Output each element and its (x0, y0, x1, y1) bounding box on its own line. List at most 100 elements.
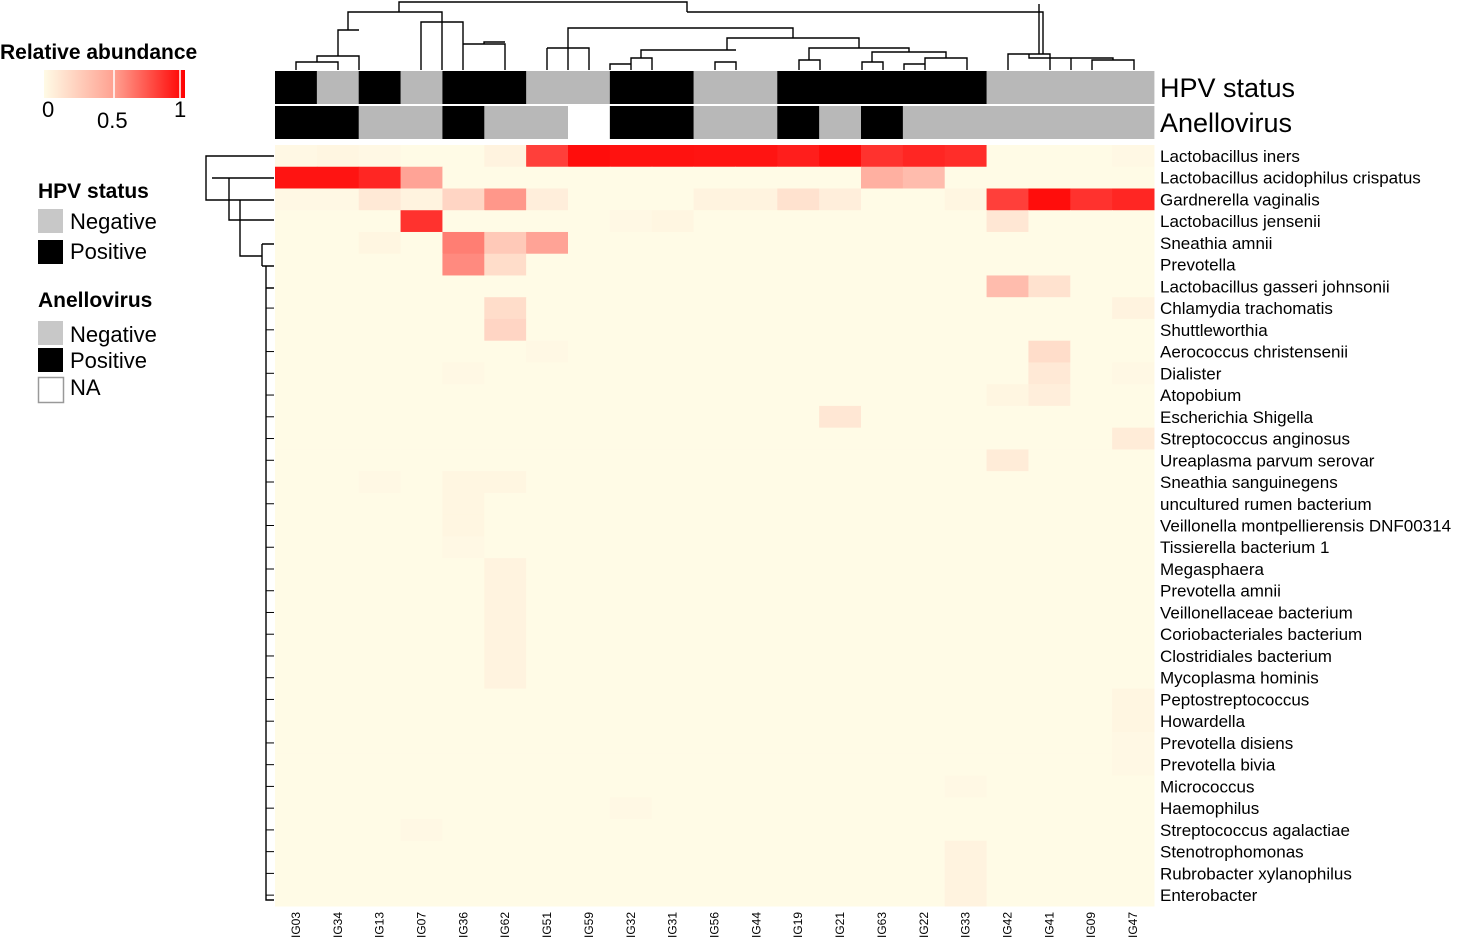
heatmap-cell (609, 579, 653, 603)
heatmap-cell (609, 384, 653, 407)
heatmap-cell (819, 753, 862, 777)
heatmap-cell (358, 253, 402, 276)
heatmap-cell (484, 797, 527, 820)
heatmap-cell (693, 449, 736, 472)
heatmap-cell (609, 427, 653, 450)
heatmap-cell (1028, 166, 1071, 189)
heatmap-cell (1112, 384, 1155, 407)
heatmap-cell (1070, 188, 1113, 211)
heatmap-cell (400, 666, 443, 690)
heatmap-cell (735, 384, 778, 407)
heatmap-cell (819, 405, 862, 429)
heatmap-cell (609, 688, 653, 711)
heatmap-cell (358, 645, 402, 668)
heatmap-cell (484, 427, 527, 450)
heatmap-cell (861, 558, 904, 581)
heatmap-cell (651, 384, 695, 407)
heatmap-cell (484, 601, 527, 624)
heatmap-cell (651, 340, 695, 363)
heatmap-cell (609, 231, 653, 255)
heatmap-cell (777, 231, 820, 255)
heatmap-cell (400, 601, 443, 624)
column-label: IG22 (917, 912, 931, 938)
heatmap-cell (819, 492, 862, 516)
heatmap-cell (275, 688, 318, 711)
heatmap-cell (986, 775, 1029, 798)
heatmap-cell (944, 623, 988, 646)
heatmap-cell (568, 362, 611, 385)
heatmap-cell (609, 297, 653, 320)
heatmap-cell (442, 449, 485, 472)
heatmap-cell (526, 579, 569, 603)
heatmap-cell (316, 514, 360, 537)
hpv-status-cell (316, 71, 360, 104)
heatmap-cell (693, 819, 736, 842)
heatmap-cell (442, 666, 485, 690)
heatmap-cell (944, 884, 988, 907)
heatmap-cell (400, 558, 443, 581)
heatmap-cell (1112, 514, 1155, 537)
heatmap-cell (735, 536, 778, 559)
heatmap-cell (526, 362, 569, 385)
heatmap-cell (568, 884, 611, 907)
heatmap-cell (358, 623, 402, 646)
heatmap-cell (358, 601, 402, 624)
heatmap-cell (819, 623, 862, 646)
heatmap-cell (819, 819, 862, 842)
hpv-status-cell (986, 71, 1029, 104)
heatmap-cell (1112, 188, 1155, 211)
heatmap-cell (316, 710, 360, 733)
heatmap-cell (902, 318, 946, 342)
heatmap-cell (275, 449, 318, 472)
heatmap-cell (316, 840, 360, 864)
column-label: IG44 (749, 912, 763, 938)
heatmap-cell (442, 884, 485, 907)
heatmap-cell (944, 797, 988, 820)
heatmap-cell (526, 471, 569, 494)
hpv-status-cell (902, 71, 946, 104)
column-label: IG56 (708, 912, 722, 938)
anellovirus-legend-na-label: NA (70, 375, 101, 400)
heatmap-cell (609, 405, 653, 429)
heatmap-cell (902, 775, 946, 798)
heatmap-cell (1070, 884, 1113, 907)
heatmap-cell (442, 210, 485, 233)
heatmap-cell (526, 297, 569, 320)
heatmap-cell (526, 862, 569, 885)
heatmap-cell (442, 710, 485, 733)
heatmap-cell (526, 449, 569, 472)
heatmap-cell (986, 188, 1029, 211)
heatmap-cell (1070, 449, 1113, 472)
heatmap-cell (568, 275, 611, 298)
heatmap-cell (609, 753, 653, 777)
heatmap-cell (275, 819, 318, 842)
heatmap-cell (902, 427, 946, 450)
hpv-status-cell (651, 71, 694, 104)
hpv-status-cell (400, 71, 443, 104)
heatmap-cell (944, 384, 988, 407)
heatmap-cell (944, 645, 988, 668)
heatmap-cell (1070, 623, 1113, 646)
heatmap-cell (902, 231, 946, 255)
heatmap-cell (275, 384, 318, 407)
heatmap-cell (944, 514, 988, 537)
heatmap-cell (902, 253, 946, 276)
anellovirus-legend-negative-swatch (38, 321, 63, 345)
heatmap-cell (861, 884, 904, 907)
heatmap-cell (693, 427, 736, 450)
heatmap-cell (735, 297, 778, 320)
heatmap-cell (358, 884, 402, 907)
heatmap-cell (609, 797, 653, 820)
heatmap-cell (526, 318, 569, 342)
heatmap-cell (400, 449, 443, 472)
heatmap-cell (861, 275, 904, 298)
heatmap-cell (568, 340, 611, 363)
heatmap-cell (651, 797, 695, 820)
heatmap-cell (609, 449, 653, 472)
heatmap-cell (861, 340, 904, 363)
heatmap-cell (693, 753, 736, 777)
heatmap-cell (1070, 471, 1113, 494)
heatmap-cell (986, 210, 1029, 233)
heatmap-cell (986, 732, 1029, 755)
heatmap-cell (526, 231, 569, 255)
